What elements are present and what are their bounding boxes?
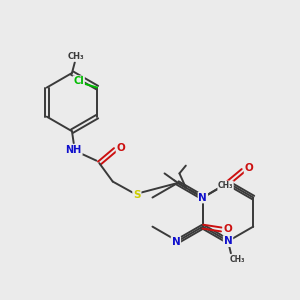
Text: O: O [244, 164, 253, 173]
Text: Cl: Cl [73, 76, 84, 86]
Text: N: N [224, 236, 233, 246]
Text: CH₃: CH₃ [67, 52, 84, 61]
Text: O: O [223, 224, 232, 235]
Text: CH₃: CH₃ [230, 255, 245, 264]
Text: O: O [116, 142, 125, 152]
Text: N: N [199, 193, 207, 202]
Text: CH₃: CH₃ [218, 181, 233, 190]
Text: NH: NH [66, 145, 82, 154]
Text: N: N [172, 237, 180, 247]
Text: S: S [133, 190, 141, 200]
